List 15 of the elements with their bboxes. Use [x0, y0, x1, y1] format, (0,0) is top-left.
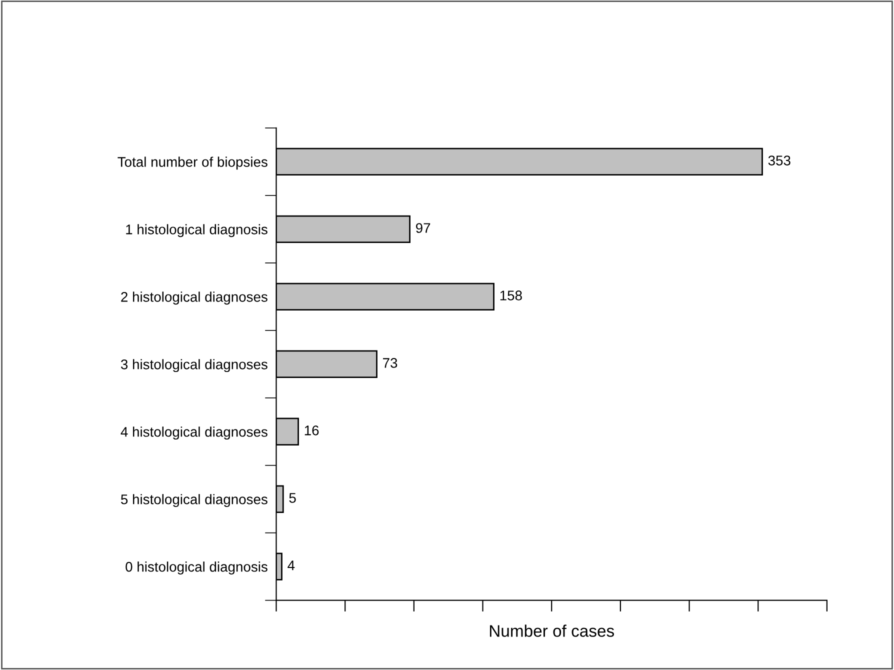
y-tick-label: 5 histological diagnoses — [121, 494, 268, 508]
x-axis-title: Number of cases — [490, 624, 614, 637]
data-label: 97 — [416, 223, 430, 233]
y-tick-label: 4 histological diagnoses — [120, 426, 268, 440]
data-label: 16 — [304, 426, 319, 436]
y-tick-label: 2 histological diagnoses — [121, 292, 268, 305]
y-tick-label: Total number of biopsies — [118, 156, 268, 170]
data-label: 353 — [768, 156, 790, 166]
data-label: 158 — [500, 290, 522, 300]
data-label: 4 — [288, 560, 295, 570]
data-label: 73 — [383, 358, 398, 368]
y-tick-label: 1 histological diagnosis — [126, 224, 268, 238]
data-label: 5 — [289, 493, 296, 503]
y-tick-label: 3 histological diagnoses — [120, 359, 268, 372]
y-tick-label: 0 histological diagnosis — [126, 562, 268, 574]
